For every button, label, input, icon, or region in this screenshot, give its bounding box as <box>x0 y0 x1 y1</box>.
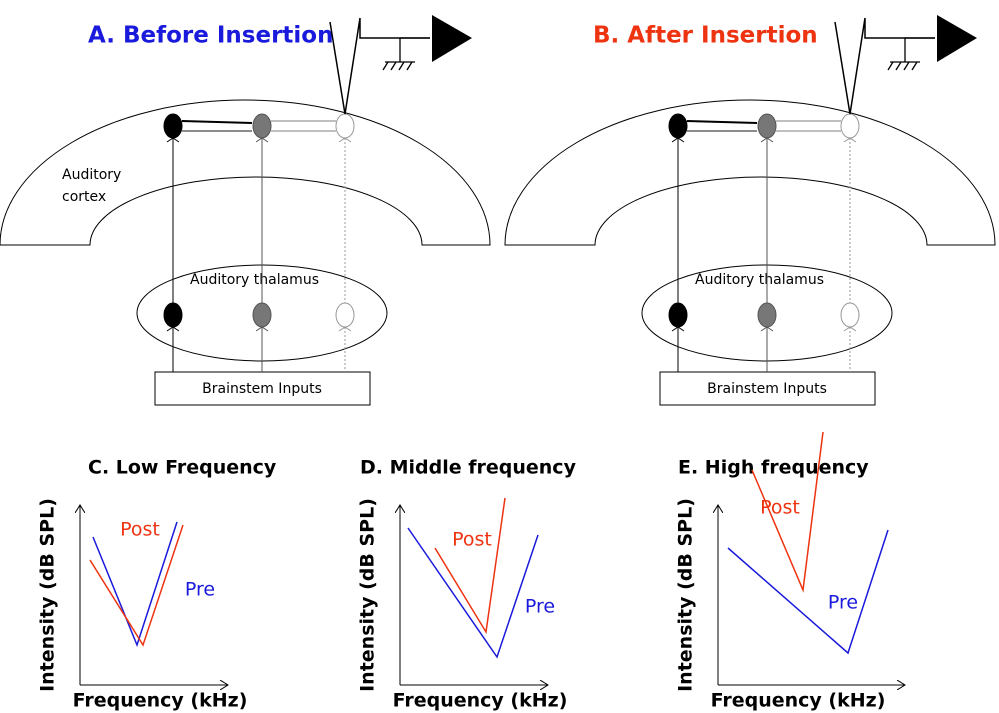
y-axis-label: Intensity (dB SPL) <box>357 498 379 692</box>
thalamic-neuron <box>252 302 272 328</box>
auditory-cortex <box>0 99 491 246</box>
amplifier <box>937 15 977 62</box>
synapse <box>671 137 685 143</box>
thalamic-neuron <box>163 302 183 328</box>
post-curve <box>751 431 824 593</box>
pre-curve <box>727 529 889 655</box>
synapse <box>843 326 857 332</box>
connection <box>686 120 758 124</box>
synapse <box>255 326 269 332</box>
post-label: Post <box>120 519 160 541</box>
brainstem-label: Brainstem Inputs <box>202 381 322 397</box>
connection <box>181 120 253 124</box>
synapse <box>671 326 685 332</box>
pre-label: Pre <box>525 596 555 618</box>
cortical-neuron <box>757 113 777 139</box>
thalamic-neuron <box>668 302 688 328</box>
synapse <box>166 137 180 143</box>
synapse <box>843 137 857 143</box>
post-curve <box>89 524 184 647</box>
synapse <box>338 326 352 332</box>
neural-panel: A. Before Insertion Auditory cortex Auditor… <box>0 15 491 406</box>
brainstem-box <box>154 371 371 406</box>
brainstem-box <box>659 371 876 406</box>
brainstem-label: Brainstem Inputs <box>707 381 827 397</box>
thalamus-label: Auditory thalamus <box>190 272 319 288</box>
auditory-cortex <box>504 99 996 246</box>
post-curve <box>434 497 506 635</box>
thalamic-neuron <box>335 302 355 328</box>
cortical-neuron <box>335 113 355 139</box>
panel-title: B. After Insertion <box>593 23 818 49</box>
cortical-neuron <box>252 113 272 139</box>
synapse <box>338 137 352 143</box>
synapse <box>760 326 774 332</box>
cortical-neuron <box>163 113 183 139</box>
thalamic-neuron <box>757 302 777 328</box>
y-axis-label: Intensity (dB SPL) <box>37 498 59 692</box>
synapse <box>760 137 774 143</box>
cortex-label: cortex <box>62 189 106 205</box>
x-axis-label: Frequency (kHz) <box>711 690 886 712</box>
thalamic-neuron <box>840 302 860 328</box>
cortical-neuron <box>668 113 688 139</box>
ground <box>887 37 935 71</box>
cortex-label: Auditory <box>62 167 121 183</box>
pre-label: Pre <box>185 579 215 601</box>
graph-title: C. Low Frequency <box>88 457 277 479</box>
post-label: Post <box>760 497 800 519</box>
graph-title: E. High frequency <box>678 457 869 479</box>
amplifier <box>432 15 472 62</box>
neural-panel: B. After Insertion Auditory thalamus Brain… <box>504 15 996 406</box>
cortical-neuron <box>840 113 860 139</box>
graph-title: D. Middle frequency <box>360 457 577 479</box>
ground <box>382 37 430 71</box>
pre-label: Pre <box>828 592 858 614</box>
panel-title: A. Before Insertion <box>88 23 333 49</box>
electrode <box>834 17 935 115</box>
post-label: Post <box>452 529 492 551</box>
thalamus-label: Auditory thalamus <box>695 272 824 288</box>
synapse <box>255 137 269 143</box>
pre-curve <box>407 527 539 659</box>
x-axis-label: Frequency (kHz) <box>393 690 568 712</box>
x-axis-label: Frequency (kHz) <box>73 690 248 712</box>
y-axis-label: Intensity (dB SPL) <box>675 498 697 692</box>
electrode <box>329 17 430 115</box>
pre-curve <box>92 521 178 648</box>
synapse <box>166 326 180 332</box>
